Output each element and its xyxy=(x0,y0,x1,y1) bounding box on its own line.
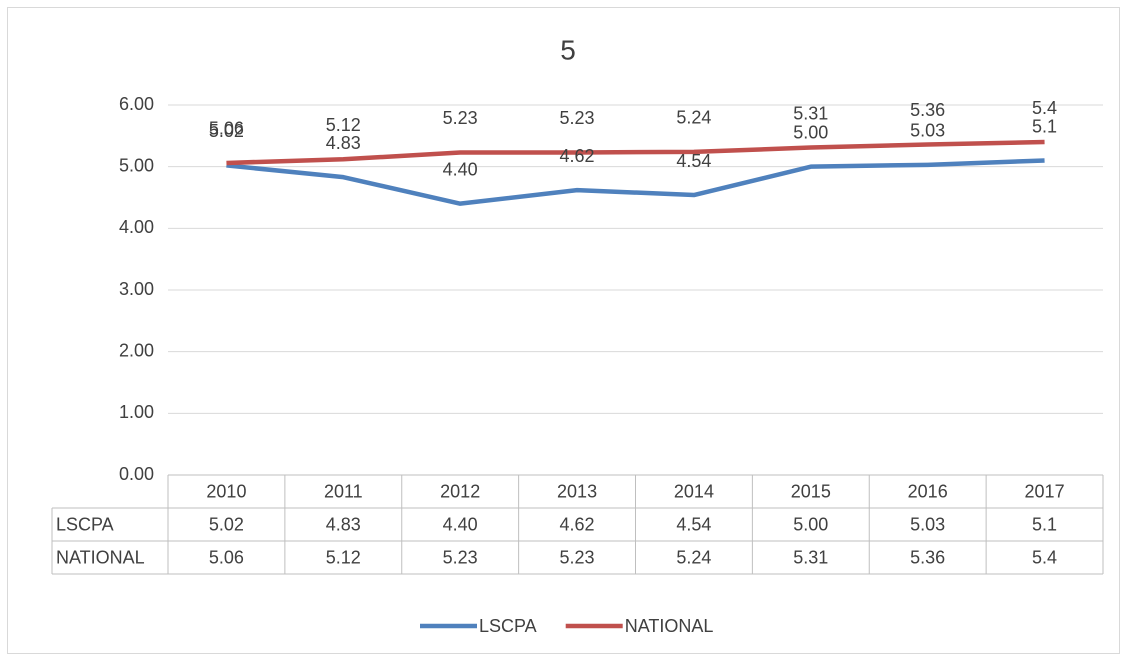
table-cell: 5.31 xyxy=(793,547,828,567)
table-cell: 5.03 xyxy=(910,514,945,534)
data-label: 4.54 xyxy=(676,151,711,171)
table-cell: 4.40 xyxy=(443,514,478,534)
legend-label: NATIONAL xyxy=(625,616,714,636)
x-tick-label: 2015 xyxy=(791,481,831,501)
table-row-label: NATIONAL xyxy=(56,547,145,567)
data-label: 4.40 xyxy=(443,159,478,179)
table-cell: 4.62 xyxy=(560,514,595,534)
table-cell: 4.83 xyxy=(326,514,361,534)
table-cell: 5.12 xyxy=(326,547,361,567)
table-cell: 5.24 xyxy=(676,547,711,567)
table-cell: 5.00 xyxy=(793,514,828,534)
data-label: 5.23 xyxy=(443,108,478,128)
y-tick-label: 0.00 xyxy=(119,464,154,484)
chart-title: 5 xyxy=(560,34,576,65)
x-tick-label: 2010 xyxy=(206,481,246,501)
x-tick-label: 2011 xyxy=(324,481,363,501)
y-tick-label: 3.00 xyxy=(119,279,154,299)
x-tick-label: 2012 xyxy=(440,481,480,501)
table-cell: 5.06 xyxy=(209,547,244,567)
series-line xyxy=(226,158,1045,206)
x-tick-label: 2013 xyxy=(557,481,597,501)
data-label: 5.24 xyxy=(676,108,711,128)
x-tick-label: 2017 xyxy=(1025,481,1065,501)
data-label: 5.03 xyxy=(910,121,945,141)
table-cell: 5.23 xyxy=(560,547,595,567)
legend-label: LSCPA xyxy=(479,616,537,636)
y-tick-label: 2.00 xyxy=(119,340,154,360)
table-cell: 5.02 xyxy=(209,514,244,534)
table-row-label: LSCPA xyxy=(56,514,114,534)
x-tick-label: 2014 xyxy=(674,481,714,501)
data-label: 4.83 xyxy=(326,133,361,153)
y-tick-label: 4.00 xyxy=(119,217,154,237)
table-cell: 5.23 xyxy=(443,547,478,567)
table-cell: 5.4 xyxy=(1032,547,1057,567)
y-tick-label: 1.00 xyxy=(119,402,154,422)
data-label: 5.00 xyxy=(793,122,828,142)
table-cell: 5.36 xyxy=(910,547,945,567)
chart-frame xyxy=(7,7,1120,654)
x-tick-label: 2016 xyxy=(908,481,948,501)
series-line xyxy=(226,139,1045,166)
y-tick-label: 5.00 xyxy=(119,155,154,175)
data-label: 5.23 xyxy=(560,108,595,128)
data-label: 5.31 xyxy=(793,103,828,123)
data-label: 5.12 xyxy=(326,115,361,135)
data-label: 5.36 xyxy=(910,100,945,120)
table-cell: 4.54 xyxy=(676,514,711,534)
y-tick-label: 6.00 xyxy=(119,94,154,114)
data-label: 5.4 xyxy=(1032,98,1057,118)
data-label: 5.1 xyxy=(1032,116,1057,136)
data-label: 5.02 xyxy=(209,121,244,141)
table-cell: 5.1 xyxy=(1032,514,1057,534)
data-label: 4.62 xyxy=(560,146,595,166)
data-label: 5.06 xyxy=(209,119,244,139)
